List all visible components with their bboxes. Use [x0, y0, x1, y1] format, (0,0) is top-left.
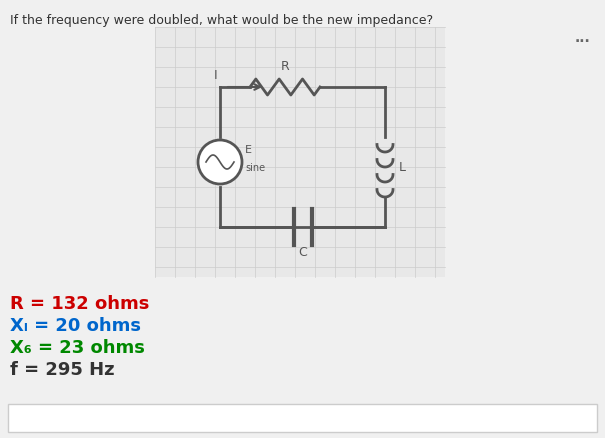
Text: I: I — [214, 69, 217, 82]
Text: L: L — [399, 161, 406, 174]
FancyBboxPatch shape — [8, 404, 597, 432]
Text: If the frequency were doubled, what would be the new impedance?: If the frequency were doubled, what woul… — [10, 14, 433, 27]
Text: R = 132 ohms: R = 132 ohms — [10, 294, 149, 312]
Text: E: E — [245, 145, 252, 155]
Text: X₆ = 23 ohms: X₆ = 23 ohms — [10, 338, 145, 356]
Text: sine: sine — [245, 162, 265, 173]
Text: +: + — [216, 144, 224, 154]
Text: Add your answer: Add your answer — [15, 412, 120, 424]
Text: f = 295 Hz: f = 295 Hz — [10, 360, 114, 378]
Text: Xₗ = 20 ohms: Xₗ = 20 ohms — [10, 316, 141, 334]
FancyBboxPatch shape — [155, 28, 445, 277]
Circle shape — [198, 141, 242, 184]
Text: ...: ... — [574, 31, 590, 45]
Text: R: R — [281, 60, 289, 73]
Text: C: C — [298, 245, 307, 258]
